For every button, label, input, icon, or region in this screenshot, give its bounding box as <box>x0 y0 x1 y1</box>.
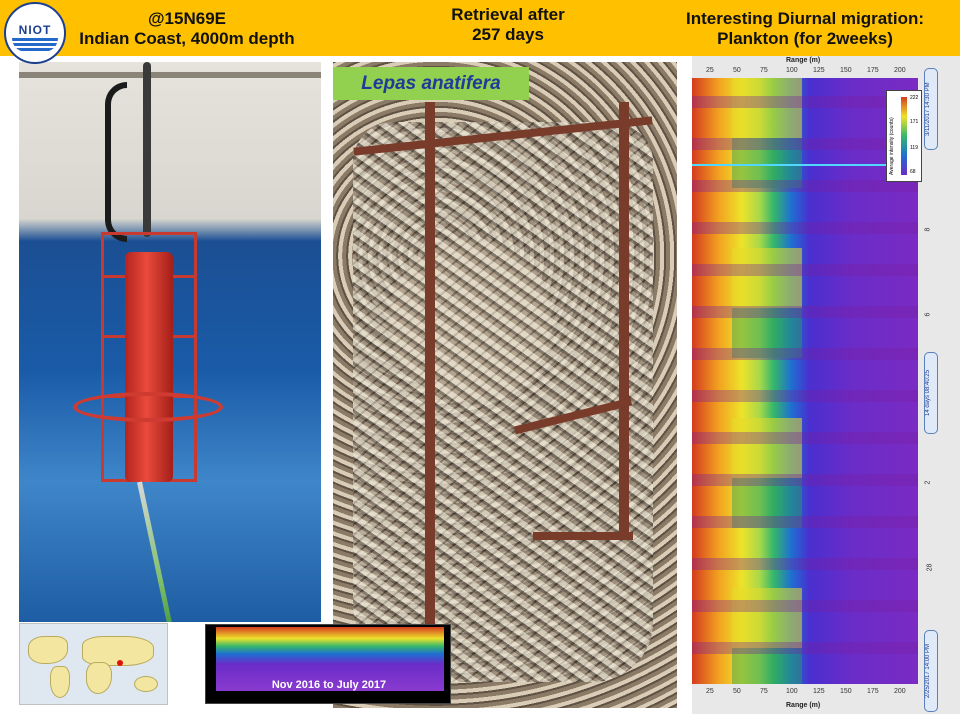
location-coordinates: @15N69E <box>147 9 226 28</box>
bottom-tick: 150 <box>840 688 852 695</box>
barnacle-photo <box>333 62 677 708</box>
time-tick: 6 <box>924 312 932 317</box>
top-tick: 125 <box>813 67 825 74</box>
bottom-tick: 100 <box>786 688 798 695</box>
diurnal-band <box>732 78 802 684</box>
legend-value: 222 <box>910 95 919 101</box>
end-date-badge: 2/25/2017 14:00 PM <box>924 630 938 712</box>
bottom-tick: 125 <box>813 688 825 695</box>
time-tick: 2 <box>924 480 932 485</box>
time-series-panel: Nov 2016 to July 2017 <box>205 624 451 704</box>
species-label: Lepas anatifera <box>333 67 529 100</box>
echogram-field <box>692 78 918 684</box>
bottom-tick: 50 <box>733 688 741 695</box>
mooring-rope <box>137 481 178 622</box>
continent-africa <box>86 662 112 694</box>
barnacle-cluster <box>353 122 653 682</box>
top-tick: 75 <box>760 67 768 74</box>
top-axis-title: Range (m) <box>786 57 821 64</box>
echogram-panel: Range (m) 25 50 75 100 125 150 175 200 2… <box>692 56 960 714</box>
mooring-location-marker <box>117 660 123 666</box>
top-tick: 175 <box>867 67 879 74</box>
migration-line-2: Plankton (for 2weeks) <box>717 29 893 48</box>
echogram-banding <box>692 78 918 684</box>
time-tick: 8 <box>924 227 932 232</box>
top-tick: 100 <box>786 67 798 74</box>
retrieval-line-2: 257 days <box>472 25 544 44</box>
time-tick: 28 <box>926 563 934 572</box>
bottom-tick: 175 <box>867 688 879 695</box>
bottom-tick: 75 <box>760 688 768 695</box>
top-tick: 150 <box>840 67 852 74</box>
legend-value: 119 <box>910 145 918 151</box>
top-tick: 200 <box>894 67 906 74</box>
bottom-tick: 200 <box>894 688 906 695</box>
title-bar: @15N69E Indian Coast, 4000m depth Retrie… <box>0 0 960 56</box>
marker-line <box>692 164 918 166</box>
legend-title: Average intensity (counts) <box>889 117 895 175</box>
frame-bar <box>533 532 633 540</box>
logo-text: NIOT <box>18 23 52 37</box>
location-heading: @15N69E Indian Coast, 4000m depth <box>62 9 312 49</box>
niot-logo: NIOT <box>4 2 66 64</box>
bottom-axis-title: Range (m) <box>786 702 821 709</box>
cage-base-ring <box>73 392 223 422</box>
legend-value: 68 <box>910 169 916 175</box>
continent-australia <box>134 676 158 692</box>
start-date-badge: 3/11/2017 14:30 PM <box>924 68 938 150</box>
world-map-inset <box>19 623 168 705</box>
retrieval-line-1: Retrieval after <box>451 5 565 24</box>
ship-rail <box>19 72 321 78</box>
top-tick: 25 <box>706 67 714 74</box>
legend-colorbar <box>901 97 907 175</box>
duration-badge: 14 days 08:40:25 <box>924 352 938 434</box>
top-tick: 50 <box>733 67 741 74</box>
time-series-caption: Nov 2016 to July 2017 <box>271 679 387 691</box>
migration-line-1: Interesting Diurnal migration: <box>685 9 925 28</box>
lift-chain <box>143 62 151 237</box>
continent-south-america <box>50 666 70 698</box>
retrieval-heading: Retrieval after 257 days <box>410 5 606 45</box>
legend-value: 171 <box>910 119 919 125</box>
continent-north-america <box>28 636 68 664</box>
logo-waves-icon <box>12 38 58 52</box>
deployment-photo <box>19 62 321 622</box>
location-depth: Indian Coast, 4000m depth <box>79 29 295 48</box>
intensity-legend: Average intensity (counts) 222 171 119 6… <box>886 90 922 182</box>
time-series-field <box>216 627 444 691</box>
frame-bar <box>619 102 629 532</box>
top-axis: Range (m) 25 50 75 100 125 150 175 200 <box>692 56 960 78</box>
hose <box>105 82 127 242</box>
migration-heading: Interesting Diurnal migration: Plankton … <box>650 9 960 49</box>
bottom-axis: 25 50 75 100 125 150 175 200 Range (m) <box>692 684 960 714</box>
instrument-cylinder <box>125 252 173 482</box>
bottom-tick: 25 <box>706 688 714 695</box>
frame-bar <box>425 102 435 662</box>
